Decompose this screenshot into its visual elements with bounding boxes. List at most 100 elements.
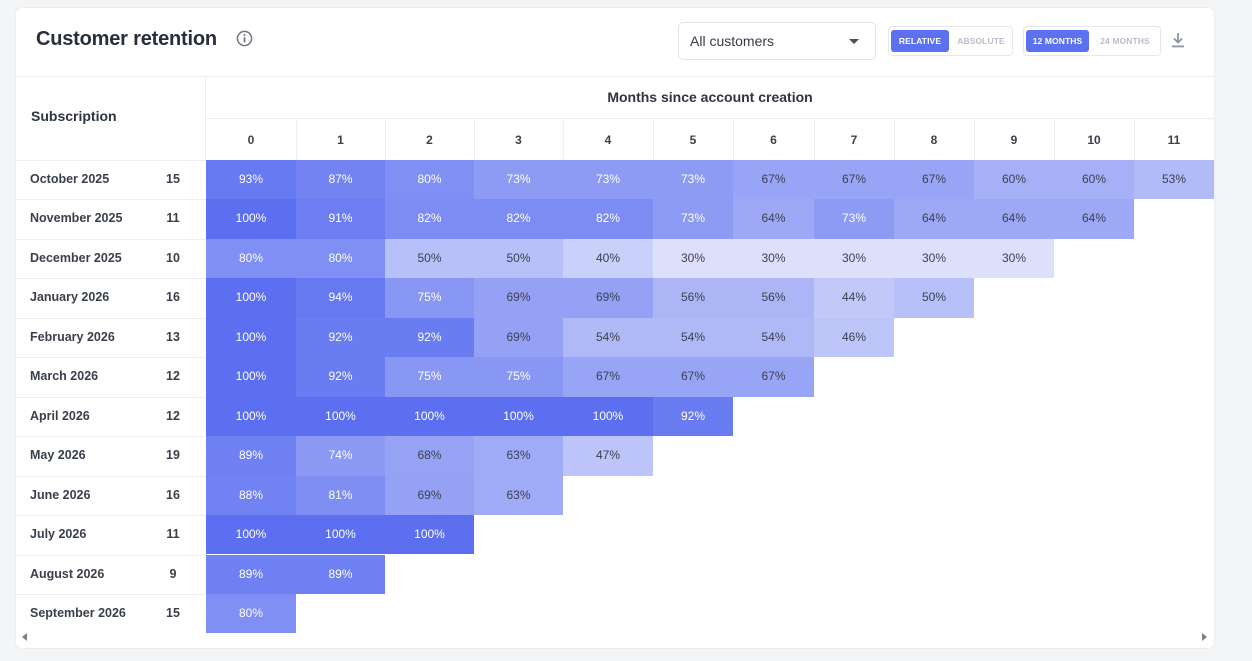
12-months-button[interactable]: 12 MONTHS xyxy=(1026,30,1089,52)
retention-cell[interactable]: 53% xyxy=(1134,160,1214,200)
retention-cell[interactable]: 80% xyxy=(206,238,296,279)
retention-cell[interactable]: 69% xyxy=(385,475,474,515)
retention-cell[interactable]: 94% xyxy=(296,278,385,318)
retention-cell[interactable]: 30% xyxy=(974,238,1054,279)
retention-cell[interactable]: 64% xyxy=(894,199,974,239)
row-count: 15 xyxy=(166,172,180,186)
retention-cell[interactable]: 30% xyxy=(894,238,974,279)
retention-cell[interactable]: 50% xyxy=(474,238,563,279)
retention-cell[interactable]: 100% xyxy=(206,317,296,358)
retention-cell[interactable]: 92% xyxy=(653,396,733,437)
retention-cell[interactable]: 80% xyxy=(296,238,385,279)
retention-cell[interactable]: 30% xyxy=(653,238,733,279)
retention-cell[interactable]: 89% xyxy=(206,436,296,476)
retention-cell[interactable]: 64% xyxy=(733,199,814,239)
retention-cell[interactable]: 54% xyxy=(563,317,653,358)
retention-cell[interactable]: 82% xyxy=(563,199,653,239)
retention-cell[interactable]: 56% xyxy=(653,278,733,318)
retention-cell[interactable]: 54% xyxy=(653,317,733,358)
retention-cell[interactable]: 67% xyxy=(563,357,653,397)
retention-cell[interactable]: 100% xyxy=(206,515,296,555)
retention-cell[interactable]: 100% xyxy=(474,396,563,437)
retention-cell[interactable]: 75% xyxy=(385,357,474,397)
retention-cell[interactable]: 60% xyxy=(1054,160,1134,200)
subscription-header: Subscription xyxy=(31,108,117,124)
retention-cell[interactable]: 81% xyxy=(296,475,385,515)
retention-cell[interactable]: 93% xyxy=(206,160,296,200)
retention-cell[interactable]: 68% xyxy=(385,436,474,476)
column-header-10: 10 xyxy=(1087,133,1101,147)
row-label: June 2026 xyxy=(30,487,91,502)
retention-cell[interactable]: 89% xyxy=(206,554,296,594)
retention-cell[interactable]: 100% xyxy=(206,278,296,318)
retention-cell[interactable]: 89% xyxy=(296,554,385,594)
retention-cell[interactable]: 91% xyxy=(296,199,385,239)
retention-cell[interactable]: 50% xyxy=(894,278,974,318)
retention-cell[interactable]: 100% xyxy=(296,515,385,555)
retention-cell[interactable]: 30% xyxy=(814,238,894,279)
retention-cell[interactable]: 40% xyxy=(563,238,653,279)
retention-cell[interactable]: 80% xyxy=(385,160,474,200)
row-count: 16 xyxy=(166,290,180,305)
retention-cell[interactable]: 67% xyxy=(814,160,894,200)
retention-cell[interactable]: 67% xyxy=(733,160,814,200)
retention-cell[interactable]: 92% xyxy=(296,317,385,358)
divider xyxy=(16,357,206,359)
retention-cell[interactable]: 75% xyxy=(474,357,563,397)
info-icon[interactable] xyxy=(236,30,253,47)
retention-cell[interactable]: 75% xyxy=(385,278,474,318)
retention-cell[interactable]: 100% xyxy=(206,396,296,437)
retention-cell[interactable]: 44% xyxy=(814,278,894,318)
segment-select[interactable]: All customers xyxy=(678,22,876,60)
retention-cell[interactable]: 92% xyxy=(296,357,385,397)
retention-cell[interactable]: 100% xyxy=(385,515,474,555)
retention-cell[interactable]: 63% xyxy=(474,436,563,476)
retention-cell[interactable]: 30% xyxy=(733,238,814,279)
retention-cell[interactable]: 100% xyxy=(385,396,474,437)
retention-cell[interactable]: 54% xyxy=(733,317,814,358)
relative-button[interactable]: RELATIVE xyxy=(891,30,949,52)
retention-cell[interactable]: 69% xyxy=(563,278,653,318)
retention-cell[interactable]: 100% xyxy=(206,199,296,239)
retention-cell[interactable]: 69% xyxy=(474,278,563,318)
row-label: February 2026 xyxy=(30,329,115,344)
row-count: 13 xyxy=(166,329,180,344)
divider xyxy=(16,76,1214,77)
retention-cell[interactable]: 46% xyxy=(814,317,894,358)
retention-cell[interactable]: 73% xyxy=(563,160,653,200)
24-months-button[interactable]: 24 MONTHS xyxy=(1100,36,1150,46)
retention-cell[interactable]: 64% xyxy=(1054,199,1134,239)
retention-cell[interactable]: 69% xyxy=(474,317,563,358)
retention-cell[interactable]: 100% xyxy=(563,396,653,437)
retention-cell[interactable]: 73% xyxy=(653,199,733,239)
retention-cell[interactable]: 67% xyxy=(733,357,814,397)
caret-down-icon xyxy=(849,39,859,44)
retention-cell[interactable]: 92% xyxy=(385,317,474,358)
retention-cell[interactable]: 63% xyxy=(474,475,563,515)
retention-cell[interactable]: 100% xyxy=(206,357,296,397)
download-icon[interactable] xyxy=(1170,31,1186,49)
retention-cell[interactable]: 87% xyxy=(296,160,385,200)
retention-cell[interactable]: 67% xyxy=(894,160,974,200)
retention-cell[interactable]: 82% xyxy=(385,199,474,239)
retention-cell[interactable]: 64% xyxy=(974,199,1054,239)
retention-cell[interactable]: 73% xyxy=(474,160,563,200)
retention-cell[interactable]: 82% xyxy=(474,199,563,239)
retention-cell[interactable]: 73% xyxy=(653,160,733,200)
retention-cell[interactable]: 74% xyxy=(296,436,385,476)
retention-cell[interactable]: 80% xyxy=(206,593,296,634)
absolute-button[interactable]: ABSOLUTE xyxy=(957,36,1005,46)
row-label: January 2026 xyxy=(30,290,110,305)
divider xyxy=(385,120,386,160)
retention-cell[interactable]: 88% xyxy=(206,475,296,515)
retention-cell[interactable]: 56% xyxy=(733,278,814,318)
arrow-left-icon[interactable] xyxy=(22,633,27,641)
retention-cell[interactable]: 60% xyxy=(974,160,1054,200)
retention-cell[interactable]: 50% xyxy=(385,238,474,279)
arrow-right-icon[interactable] xyxy=(1202,633,1207,641)
column-header-4: 4 xyxy=(604,133,612,147)
retention-cell[interactable]: 67% xyxy=(653,357,733,397)
retention-cell[interactable]: 47% xyxy=(563,436,653,476)
retention-cell[interactable]: 73% xyxy=(814,199,894,239)
retention-cell[interactable]: 100% xyxy=(296,396,385,437)
